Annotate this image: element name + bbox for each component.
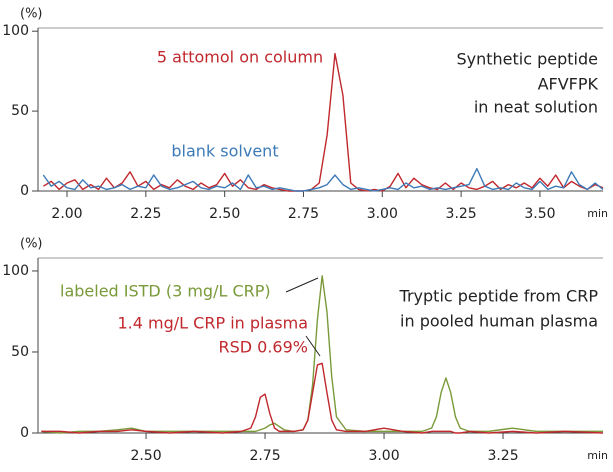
trace bbox=[41, 275, 603, 434]
y-axis-label: (%) bbox=[20, 7, 43, 22]
trace bbox=[42, 52, 604, 192]
series-label: labeled ISTD (3 mg/L CRP) bbox=[60, 282, 271, 301]
leader-line bbox=[305, 335, 321, 357]
x-axis-label: min bbox=[587, 207, 608, 220]
x-tick-label: 3.00 bbox=[368, 448, 399, 464]
x-tick-label: 2.25 bbox=[130, 206, 161, 222]
series-label: 5 attomol on column bbox=[157, 48, 323, 67]
annotation: AFVFPK bbox=[538, 75, 599, 94]
y-tick-label: 0 bbox=[20, 425, 29, 441]
x-tick-label: 3.50 bbox=[524, 206, 555, 222]
annotation: Tryptic peptide from CRP bbox=[399, 287, 599, 306]
annotation: RSD 0.69% bbox=[218, 338, 308, 357]
x-tick-label: 2.50 bbox=[209, 206, 240, 222]
annotation: in pooled human plasma bbox=[400, 312, 598, 331]
x-tick-label: 2.00 bbox=[51, 206, 82, 222]
annotation: Synthetic peptide bbox=[457, 50, 599, 69]
y-axis-label: (%) bbox=[20, 237, 43, 252]
y-tick-label: 50 bbox=[11, 344, 29, 360]
x-tick-label: 2.50 bbox=[130, 448, 161, 464]
series-label: blank solvent bbox=[171, 142, 278, 161]
series-label: 1.4 mg/L CRP in plasma bbox=[118, 314, 309, 333]
leader-line bbox=[285, 277, 319, 293]
annotation: in neat solution bbox=[474, 98, 598, 117]
y-tick-label: 50 bbox=[11, 103, 29, 119]
x-axis-label: min bbox=[587, 449, 608, 462]
trace bbox=[41, 362, 604, 434]
y-tick-label: 0 bbox=[20, 183, 29, 199]
trace bbox=[42, 167, 604, 192]
x-tick-label: 3.00 bbox=[367, 206, 398, 222]
x-tick-label: 3.25 bbox=[446, 206, 477, 222]
x-tick-label: 3.25 bbox=[487, 448, 518, 464]
x-tick-label: 2.75 bbox=[249, 448, 280, 464]
x-tick-label: 2.75 bbox=[288, 206, 319, 222]
y-tick-label: 100 bbox=[2, 263, 29, 279]
y-tick-label: 100 bbox=[2, 23, 29, 39]
